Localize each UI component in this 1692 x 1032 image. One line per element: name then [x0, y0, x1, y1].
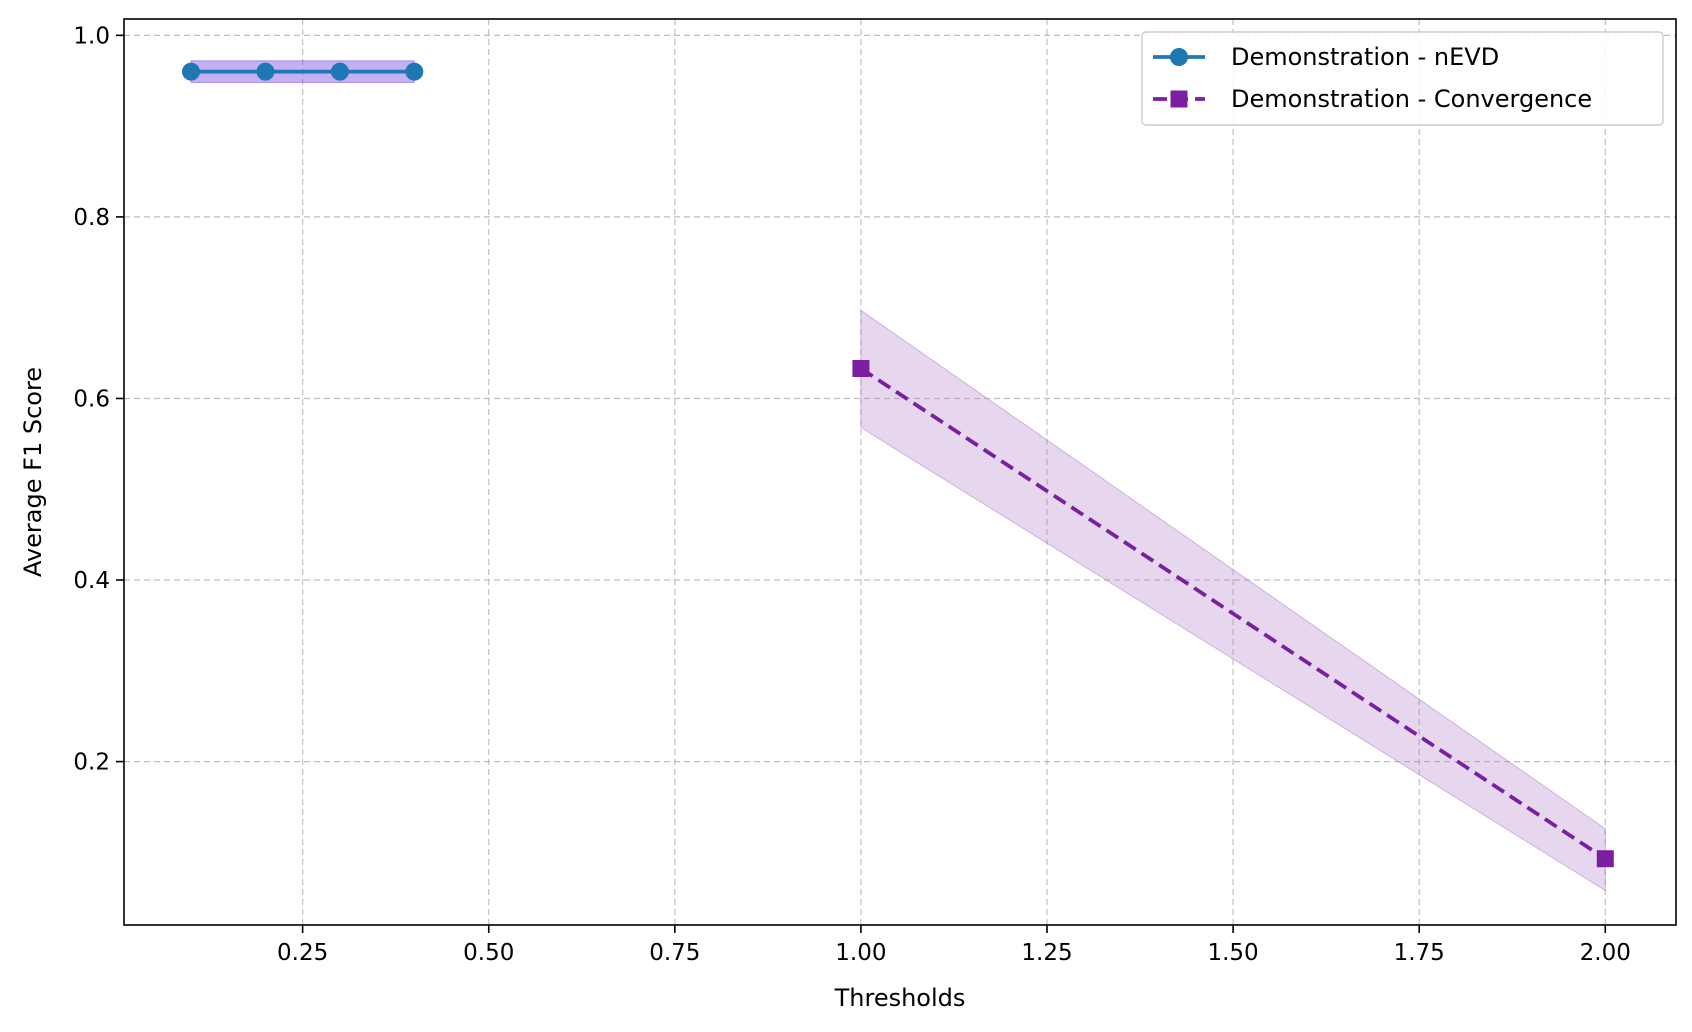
data-point [181, 62, 200, 81]
axis-ticks: 0.25 0.50 0.75 1.00 1.25 1.50 1.75 2.00 0.2 0.4 0.… [73, 23, 1630, 966]
x-tick-label: 0.50 [463, 940, 514, 966]
data-point [256, 62, 275, 81]
series-markers [181, 62, 1614, 868]
x-tick-label: 1.25 [1021, 940, 1072, 966]
x-tick-label: 1.50 [1207, 940, 1258, 966]
x-tick-label: 1.75 [1394, 940, 1445, 966]
y-tick-label: 0.8 [73, 205, 110, 231]
x-tick-label: 2.00 [1580, 940, 1631, 966]
y-tick-label: 1.0 [73, 23, 110, 49]
y-tick-label: 0.4 [73, 568, 110, 594]
x-tick-label: 1.00 [835, 940, 886, 966]
legend-label: Demonstration - nEVD [1231, 43, 1499, 71]
y-axis-title: Average F1 Score [19, 367, 47, 577]
x-tick-label: 0.25 [277, 940, 328, 966]
legend-box [1141, 31, 1664, 126]
plot-frame [123, 18, 1677, 926]
series-lines [190, 69, 1607, 861]
confidence-band-1 [860, 309, 1606, 892]
y-tick-label: 0.2 [73, 750, 110, 776]
data-point [405, 62, 424, 81]
legend-label: Demonstration - Convergence [1231, 85, 1592, 113]
data-point [330, 62, 349, 81]
legend: Demonstration - nEVD Demonstration - Conv… [1141, 31, 1664, 126]
x-tick-label: 0.75 [649, 940, 700, 966]
x-axis-title: Thresholds [834, 984, 966, 1012]
y-tick-label: 0.6 [73, 386, 110, 412]
series-line-1 [859, 366, 1607, 861]
legend-marker-square [1170, 90, 1188, 108]
data-point [1596, 850, 1614, 868]
data-point [852, 360, 870, 378]
confidence-bands [190, 60, 1606, 892]
legend-marker-circle [1170, 48, 1188, 66]
